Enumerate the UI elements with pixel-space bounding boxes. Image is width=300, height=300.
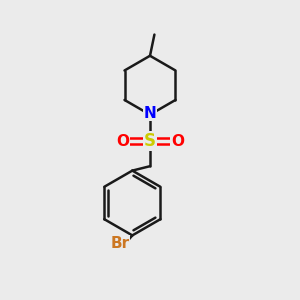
Text: N: N xyxy=(144,106,156,121)
Text: S: S xyxy=(144,132,156,150)
Text: O: O xyxy=(116,134,129,149)
Text: O: O xyxy=(171,134,184,149)
Text: Br: Br xyxy=(110,236,130,251)
